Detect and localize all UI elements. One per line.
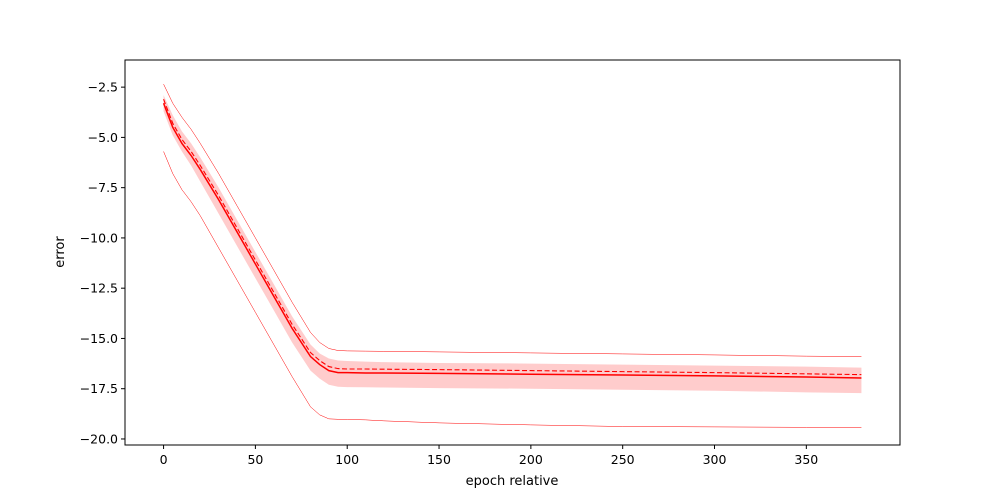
y-tick-label: −15.0 bbox=[80, 331, 118, 346]
y-tick-label: −2.5 bbox=[88, 80, 118, 95]
x-tick-label: 0 bbox=[160, 452, 168, 467]
y-tick-label: −10.0 bbox=[80, 230, 118, 245]
series-line-upper-extreme bbox=[163, 84, 862, 357]
band-layer bbox=[163, 95, 862, 394]
x-tick-label: 150 bbox=[427, 452, 451, 467]
line-layer bbox=[162, 84, 862, 428]
confidence-band bbox=[163, 95, 862, 394]
x-axis-label: epoch relative bbox=[466, 474, 559, 489]
y-axis: −20.0 −17.5 −15.0 −12.5 −10.0 −7.5 −5.0 −2.5 bbox=[80, 80, 125, 446]
x-tick-label: 250 bbox=[611, 452, 635, 467]
y-tick-label: −12.5 bbox=[80, 281, 118, 296]
series-line-dashed bbox=[163, 99, 862, 376]
y-tick-label: −20.0 bbox=[80, 431, 118, 446]
x-tick-label: 50 bbox=[247, 452, 263, 467]
y-tick-label: −5.0 bbox=[88, 130, 118, 145]
y-tick-label: −7.5 bbox=[88, 180, 118, 195]
x-tick-label: 200 bbox=[519, 452, 543, 467]
y-axis-label: error bbox=[53, 236, 68, 268]
y-tick-label: −17.5 bbox=[80, 381, 118, 396]
x-tick-label: 350 bbox=[794, 452, 818, 467]
x-tick-label: 300 bbox=[703, 452, 727, 467]
series-line-lower-extreme bbox=[163, 151, 862, 428]
x-axis: 0 50 100 150 200 250 300 350 bbox=[160, 445, 818, 467]
x-tick-label: 100 bbox=[335, 452, 359, 467]
series-line-solid bbox=[162, 102, 862, 379]
plot-frame bbox=[124, 59, 901, 446]
